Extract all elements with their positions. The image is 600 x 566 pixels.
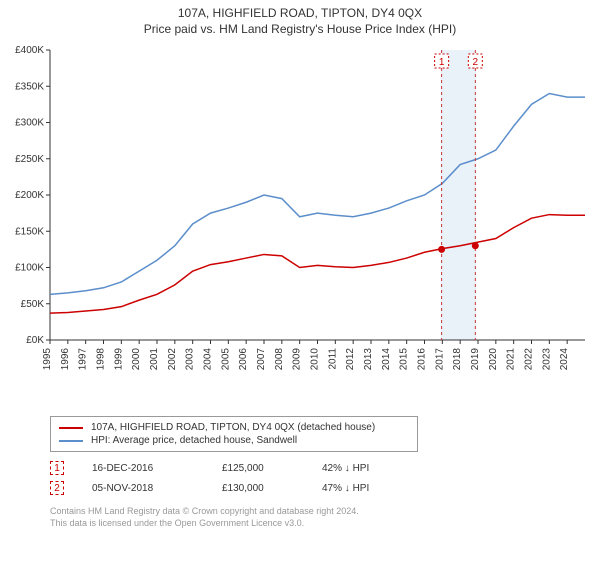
svg-text:1997: 1997: [78, 348, 89, 371]
svg-text:2014: 2014: [381, 348, 392, 371]
svg-text:£200K: £200K: [15, 190, 44, 201]
sale-row-1: 1 16-DEC-2016 £125,000 42% ↓ HPI: [50, 458, 580, 478]
svg-text:2013: 2013: [363, 348, 374, 371]
svg-text:2010: 2010: [310, 348, 321, 371]
svg-text:2: 2: [473, 57, 479, 68]
svg-text:2016: 2016: [417, 348, 428, 371]
legend-item-property: 107A, HIGHFIELD ROAD, TIPTON, DY4 0QX (d…: [59, 421, 409, 434]
svg-text:2006: 2006: [238, 348, 249, 371]
svg-text:2019: 2019: [470, 348, 481, 371]
svg-text:2000: 2000: [131, 348, 142, 371]
chart-svg: £0K £50K £100K £150K £200K £250K £300K £350K £40…: [0, 40, 600, 410]
legend-label-hpi: HPI: Average price, detached house, Sand…: [91, 435, 297, 446]
svg-text:2022: 2022: [524, 348, 535, 371]
svg-text:2017: 2017: [434, 348, 445, 371]
svg-text:2018: 2018: [452, 348, 463, 371]
svg-text:£50K: £50K: [21, 299, 45, 310]
svg-text:2011: 2011: [327, 348, 338, 370]
svg-text:2001: 2001: [149, 348, 160, 371]
price-chart: £0K £50K £100K £150K £200K £250K £300K £350K £40…: [0, 40, 600, 410]
svg-text:2020: 2020: [488, 348, 499, 371]
footer-line-1: Contains HM Land Registry data © Crown c…: [50, 506, 580, 518]
svg-text:2021: 2021: [506, 348, 517, 371]
svg-text:2024: 2024: [559, 348, 570, 371]
page-title: 107A, HIGHFIELD ROAD, TIPTON, DY4 0QX: [0, 6, 600, 20]
svg-text:2012: 2012: [345, 348, 356, 371]
svg-text:2005: 2005: [220, 348, 231, 371]
sale-marker-1: 1: [50, 461, 64, 475]
svg-text:2009: 2009: [292, 348, 303, 371]
svg-text:£250K: £250K: [15, 154, 44, 165]
svg-text:2008: 2008: [274, 348, 285, 371]
svg-text:2023: 2023: [541, 348, 552, 371]
sale-row-2: 2 05-NOV-2018 £130,000 47% ↓ HPI: [50, 478, 580, 498]
legend-swatch-hpi: [59, 440, 83, 442]
footer-line-2: This data is licensed under the Open Gov…: [50, 518, 580, 530]
legend-item-hpi: HPI: Average price, detached house, Sand…: [59, 434, 409, 447]
page-subtitle: Price paid vs. HM Land Registry's House …: [0, 22, 600, 36]
svg-text:1996: 1996: [60, 348, 71, 371]
svg-text:1999: 1999: [113, 348, 124, 371]
sale-pct-1: 42% ↓ HPI: [322, 463, 432, 474]
svg-text:£350K: £350K: [15, 81, 44, 92]
sale-marker-2: 2: [50, 481, 64, 495]
svg-text:£300K: £300K: [15, 118, 44, 129]
svg-text:£400K: £400K: [15, 45, 44, 56]
svg-text:£100K: £100K: [15, 263, 44, 274]
svg-text:1: 1: [439, 57, 445, 68]
svg-text:2003: 2003: [185, 348, 196, 371]
sale-date-1: 16-DEC-2016: [92, 463, 222, 474]
svg-text:2002: 2002: [167, 348, 178, 371]
svg-text:2015: 2015: [399, 348, 410, 371]
svg-text:1998: 1998: [96, 348, 107, 371]
svg-text:2007: 2007: [256, 348, 267, 371]
footer: Contains HM Land Registry data © Crown c…: [50, 506, 580, 529]
svg-text:1995: 1995: [42, 348, 53, 371]
sale-pct-2: 47% ↓ HPI: [322, 483, 432, 494]
sale-price-2: £130,000: [222, 483, 322, 494]
svg-text:£150K: £150K: [15, 226, 44, 237]
legend-swatch-property: [59, 427, 83, 429]
sales-table: 1 16-DEC-2016 £125,000 42% ↓ HPI 2 05-NO…: [50, 458, 580, 498]
svg-text:£0K: £0K: [26, 335, 44, 346]
svg-text:2004: 2004: [203, 348, 214, 371]
sale-date-2: 05-NOV-2018: [92, 483, 222, 494]
legend: 107A, HIGHFIELD ROAD, TIPTON, DY4 0QX (d…: [50, 416, 418, 452]
sale-price-1: £125,000: [222, 463, 322, 474]
legend-label-property: 107A, HIGHFIELD ROAD, TIPTON, DY4 0QX (d…: [91, 422, 375, 433]
